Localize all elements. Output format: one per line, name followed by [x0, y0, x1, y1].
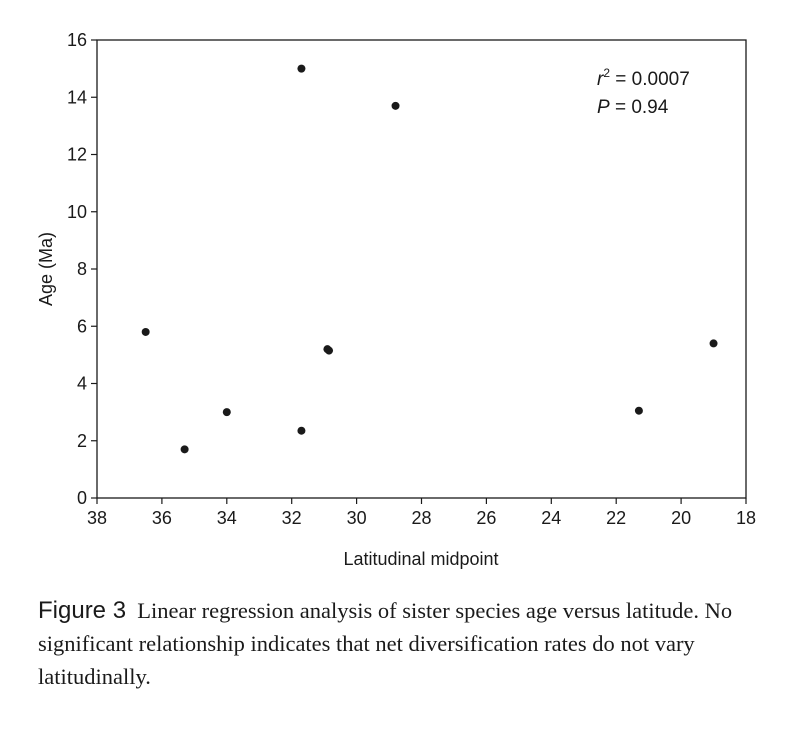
y-tick-label: 4 — [77, 374, 87, 394]
p-value-annotation: P = 0.94 — [597, 97, 669, 118]
data-point — [141, 327, 150, 336]
x-tick-label: 32 — [282, 508, 302, 528]
caption-text: Linear regression analysis of sister spe… — [38, 598, 733, 689]
x-tick-label: 18 — [736, 508, 756, 528]
data-point — [634, 406, 643, 415]
x-axis-ticks: 38 36 34 32 30 28 26 24 22 20 18 — [87, 498, 756, 528]
x-tick-label: 20 — [671, 508, 691, 528]
y-axis-title: Age (Ma) — [36, 232, 56, 306]
x-tick-label: 26 — [476, 508, 496, 528]
y-tick-label: 6 — [77, 316, 87, 336]
y-tick-label: 0 — [77, 488, 87, 508]
x-tick-label: 36 — [152, 508, 172, 528]
x-tick-label: 30 — [347, 508, 367, 528]
y-tick-label: 16 — [67, 30, 87, 50]
y-tick-label: 2 — [77, 431, 87, 451]
x-tick-label: 24 — [541, 508, 561, 528]
x-axis-title: Latitudinal midpoint — [343, 549, 498, 569]
x-tick-label: 34 — [217, 508, 237, 528]
y-tick-label: 14 — [67, 87, 87, 107]
data-point — [180, 445, 189, 454]
data-point — [297, 64, 306, 73]
data-point — [325, 346, 334, 355]
y-axis-ticks: 0 2 4 6 8 10 12 14 16 — [67, 30, 97, 508]
data-point — [391, 101, 400, 110]
data-point — [709, 339, 718, 348]
x-tick-label: 28 — [411, 508, 431, 528]
figure-caption: Figure 3 Linear regression analysis of s… — [38, 594, 768, 693]
y-tick-label: 8 — [77, 259, 87, 279]
figure-label: Figure 3 — [38, 597, 127, 624]
r-squared-annotation: r2 = 0.0007 — [597, 66, 690, 90]
data-point — [297, 426, 306, 435]
data-point — [222, 408, 231, 417]
y-tick-label: 10 — [67, 202, 87, 222]
data-points — [141, 64, 718, 454]
x-tick-label: 38 — [87, 508, 107, 528]
x-tick-label: 22 — [606, 508, 626, 528]
y-tick-label: 12 — [67, 145, 87, 165]
